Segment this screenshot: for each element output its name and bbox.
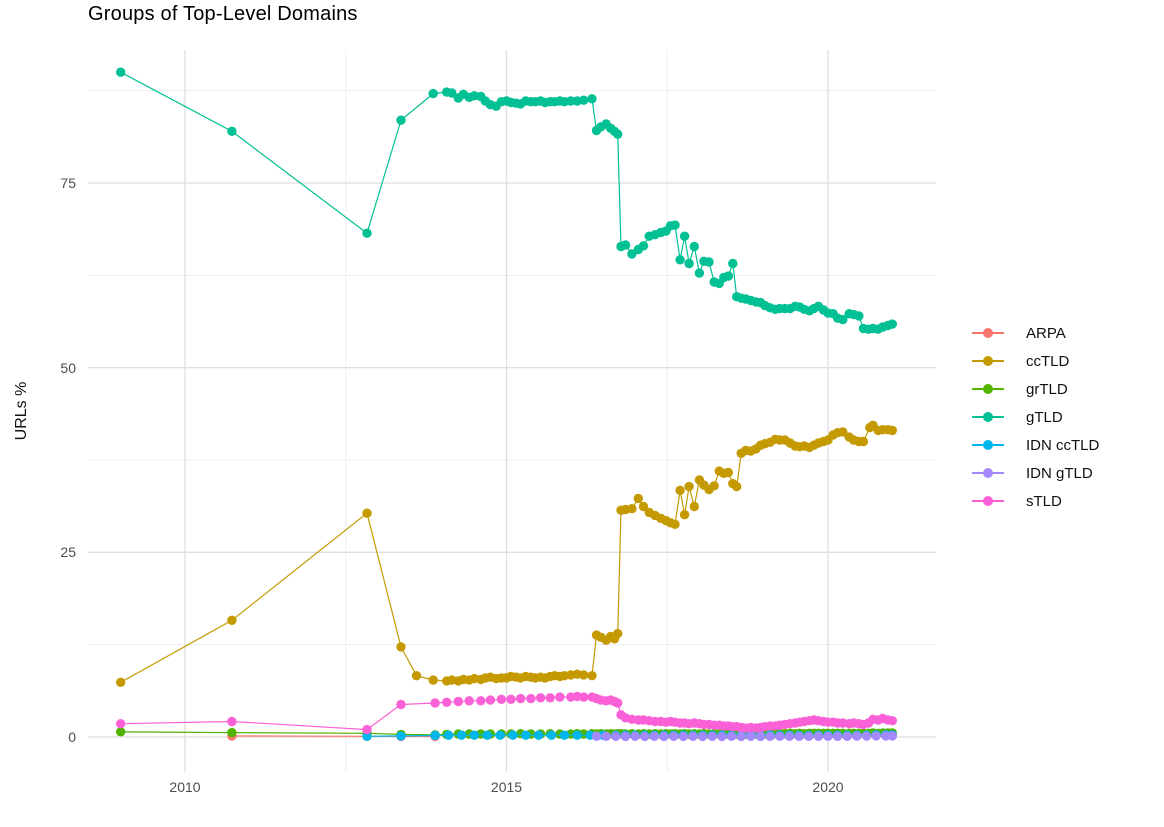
legend-item-label: IDN gTLD	[1026, 464, 1093, 482]
legend-item-IDN-gTLD: IDN gTLD	[972, 459, 1099, 487]
legend-key-icon	[972, 493, 1004, 509]
legend-item-ccTLD: ccTLD	[972, 347, 1099, 375]
series-gTLD	[116, 67, 897, 334]
legend-item-grTLD: grTLD	[972, 375, 1099, 403]
series-IDN-gTLD-points	[591, 731, 897, 742]
legend-key-icon	[972, 465, 1004, 481]
legend-item-label: IDN ccTLD	[1026, 436, 1100, 454]
series-sTLD-points	[116, 691, 897, 735]
series-ccTLD	[116, 420, 897, 687]
chart-title: Groups of Top-Level Domains	[88, 3, 358, 25]
legend-item-label: sTLD	[1026, 492, 1062, 510]
legend-key-icon	[972, 437, 1004, 453]
series-IDN-gTLD	[591, 731, 897, 742]
x-axis-tick-label: 2020	[812, 779, 844, 795]
grid-minor	[88, 50, 936, 772]
y-axis-tick-label: 75	[60, 174, 76, 191]
legend-key-icon	[972, 353, 1004, 369]
legend-item-ARPA: ARPA	[972, 319, 1099, 347]
legend-item-label: grTLD	[1026, 380, 1068, 398]
y-axis-tick-label: 0	[68, 729, 76, 745]
x-axis-tick-label: 2015	[490, 779, 523, 795]
legend-item-IDN-ccTLD: IDN ccTLD	[972, 431, 1099, 459]
legend-item-label: ARPA	[1026, 324, 1066, 342]
legend-key-icon	[972, 409, 1004, 425]
legend-item-sTLD: sTLD	[972, 487, 1099, 515]
x-axis-tick-label: 2010	[169, 779, 201, 795]
y-axis-tick-label: 25	[60, 544, 76, 561]
legend-key-icon	[972, 381, 1004, 397]
legend-key-icon	[972, 325, 1004, 341]
y-axis-title: URLs %	[13, 381, 30, 441]
legend-item-label: gTLD	[1026, 408, 1063, 426]
legend: ARPA ccTLD grTLD gTLD IDN ccTLD IDN gTLD sTLD	[972, 319, 1099, 515]
legend-item-gTLD: gTLD	[972, 403, 1099, 431]
series-ccTLD-points	[116, 420, 897, 687]
legend-item-label: ccTLD	[1026, 352, 1070, 370]
series-IDN-ccTLD-line	[366, 734, 893, 737]
series-gTLD-points	[116, 67, 897, 334]
grid-major	[88, 50, 936, 772]
y-axis-tick-label: 50	[60, 359, 76, 376]
series-sTLD	[116, 691, 897, 735]
